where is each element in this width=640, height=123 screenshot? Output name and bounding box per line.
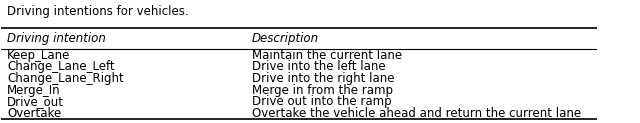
Text: Merge_In: Merge_In [7,84,61,97]
Text: Merge in from the ramp: Merge in from the ramp [252,84,392,97]
Text: Change_Lane_Left: Change_Lane_Left [7,60,115,73]
Text: Driving intention: Driving intention [7,32,106,45]
Text: Drive_out: Drive_out [7,95,65,108]
Text: Change_Lane_Right: Change_Lane_Right [7,72,124,85]
Text: Drive out into the ramp: Drive out into the ramp [252,95,391,108]
Text: Maintain the current lane: Maintain the current lane [252,49,402,62]
Text: Driving intentions for vehicles.: Driving intentions for vehicles. [7,5,189,18]
Text: Drive into the right lane: Drive into the right lane [252,72,394,85]
Text: Description: Description [252,32,319,45]
Text: Keep_Lane: Keep_Lane [7,49,71,62]
Text: Overtake: Overtake [7,107,61,120]
Text: Overtake the vehicle ahead and return the current lane: Overtake the vehicle ahead and return th… [252,107,580,120]
Text: Drive into the left lane: Drive into the left lane [252,60,385,73]
